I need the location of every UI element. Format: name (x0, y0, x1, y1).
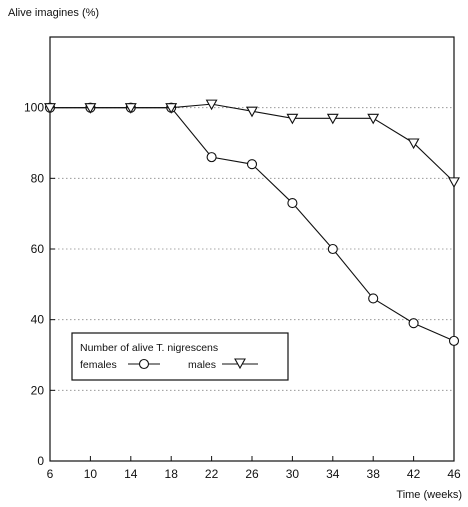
data-point-males (165, 103, 178, 114)
legend-label-females: females (80, 359, 117, 371)
data-point-females (206, 152, 217, 163)
data-point-males (367, 113, 380, 125)
legend-title: Number of alive T. nigrescens (80, 342, 218, 354)
data-point-females (368, 293, 379, 304)
legend-marker-males (234, 358, 246, 370)
grid-lines (50, 107, 454, 391)
x-tick-label: 38 (367, 467, 381, 481)
data-point-females (408, 318, 419, 329)
x-tick-label: 42 (407, 467, 421, 481)
x-tick-label: 30 (286, 467, 300, 481)
x-tick-label: 18 (165, 467, 179, 481)
y-axis-ticks: 0 20 40 60 80 100 (24, 101, 55, 468)
y-tick-label: 0 (37, 454, 44, 468)
y-tick-label: 100 (24, 101, 44, 115)
series-females (44, 102, 460, 346)
x-tick-label: 34 (326, 467, 340, 481)
legend-label-males: males (188, 359, 216, 371)
legend-marker-females (138, 358, 150, 370)
data-point-females (448, 335, 460, 346)
data-point-males (407, 138, 420, 150)
x-tick-label: 46 (447, 467, 461, 481)
data-point-males (448, 177, 460, 188)
series-males (44, 99, 460, 188)
data-point-males (205, 99, 218, 111)
data-point-males (246, 106, 258, 118)
series-layer (44, 99, 460, 346)
data-point-males (286, 113, 299, 125)
x-tick-label: 26 (245, 467, 259, 481)
y-tick-label: 60 (31, 242, 45, 256)
x-axis-ticks: 6 10 14 18 22 26 30 34 38 42 46 (47, 456, 461, 481)
x-tick-label: 10 (84, 467, 98, 481)
legend-box (71, 332, 289, 381)
data-point-females (287, 198, 298, 209)
y-tick-label: 40 (31, 313, 45, 327)
x-axis-title: Time (weeks) (396, 489, 462, 501)
data-point-females (327, 243, 338, 255)
x-tick-label: 14 (124, 467, 138, 481)
data-point-males (44, 103, 56, 114)
series-line-females (50, 107, 455, 342)
data-point-males (124, 103, 137, 114)
y-axis-title: Alive imagines (%) (8, 7, 99, 19)
y-tick-label: 20 (31, 383, 45, 397)
x-tick-label: 22 (205, 467, 219, 481)
x-tick-label: 6 (47, 467, 54, 481)
data-point-males (326, 113, 339, 125)
legend: Number of alive T. nigrescens females ma… (71, 332, 289, 381)
data-point-males (84, 103, 97, 114)
data-point-females (246, 159, 258, 170)
y-tick-label: 80 (31, 171, 45, 185)
